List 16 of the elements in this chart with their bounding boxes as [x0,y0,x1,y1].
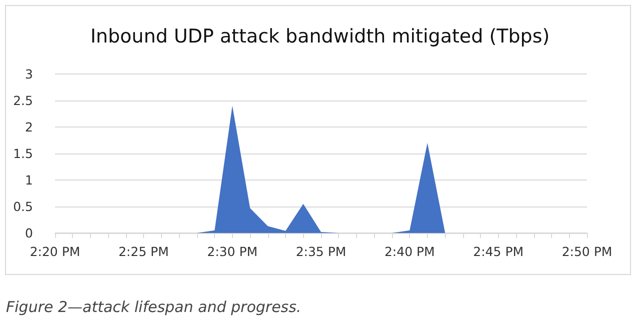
x-tick-label: 2:50 PM [562,244,612,259]
x-tick-label: 2:35 PM [296,244,346,259]
x-tick-label: 2:25 PM [118,244,169,259]
y-tick-label: 3 [25,66,33,82]
x-tick-label: 2:40 PM [384,244,435,259]
y-tick-label: 0 [25,226,34,240]
caption: Figure 2—attack lifespan and progress. [6,298,302,316]
y-tick-label: 2 [25,120,33,134]
x-tick-label: 2:45 PM [473,244,524,259]
y-tick-label: 1 [25,172,33,188]
x-tick-label: 2:20 PM [30,244,80,259]
chart-title: Inbound UDP attack bandwidth mitigated (Tbps) [90,26,550,48]
y-tick-label: 1.5 [13,146,33,161]
y-tick-label: 2.5 [13,93,33,108]
x-tick-label: 2:30 PM [207,244,258,259]
y-tick-label: 0.5 [13,199,33,214]
